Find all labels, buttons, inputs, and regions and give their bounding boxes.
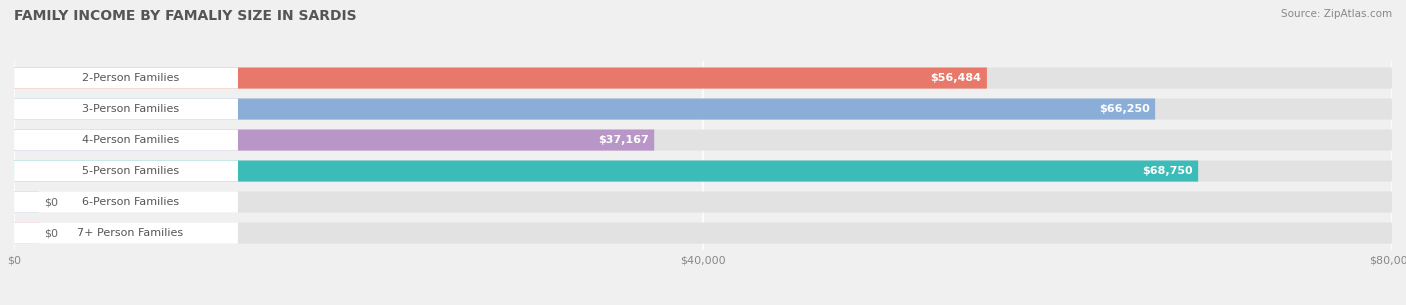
- Text: $56,484: $56,484: [931, 73, 981, 83]
- Text: $68,750: $68,750: [1142, 166, 1192, 176]
- Text: FAMILY INCOME BY FAMALIY SIZE IN SARDIS: FAMILY INCOME BY FAMALIY SIZE IN SARDIS: [14, 9, 357, 23]
- FancyBboxPatch shape: [14, 160, 1392, 181]
- Text: 4-Person Families: 4-Person Families: [82, 135, 179, 145]
- Text: $0: $0: [45, 197, 58, 207]
- Text: 3-Person Families: 3-Person Families: [82, 104, 179, 114]
- FancyBboxPatch shape: [14, 160, 238, 181]
- FancyBboxPatch shape: [14, 160, 1198, 181]
- Text: 6-Person Families: 6-Person Families: [82, 197, 179, 207]
- FancyBboxPatch shape: [14, 67, 238, 88]
- Text: 2-Person Families: 2-Person Families: [82, 73, 179, 83]
- FancyBboxPatch shape: [14, 67, 987, 88]
- FancyBboxPatch shape: [14, 223, 238, 244]
- FancyBboxPatch shape: [14, 99, 1156, 120]
- FancyBboxPatch shape: [14, 130, 1392, 151]
- FancyBboxPatch shape: [14, 130, 654, 151]
- Text: $0: $0: [45, 228, 58, 238]
- FancyBboxPatch shape: [14, 67, 1392, 88]
- Text: Source: ZipAtlas.com: Source: ZipAtlas.com: [1281, 9, 1392, 19]
- FancyBboxPatch shape: [14, 192, 238, 213]
- FancyBboxPatch shape: [14, 192, 39, 213]
- FancyBboxPatch shape: [14, 130, 238, 151]
- Text: $66,250: $66,250: [1099, 104, 1150, 114]
- Text: 7+ Person Families: 7+ Person Families: [77, 228, 184, 238]
- FancyBboxPatch shape: [14, 99, 238, 120]
- Text: 5-Person Families: 5-Person Families: [82, 166, 179, 176]
- FancyBboxPatch shape: [14, 223, 1392, 244]
- FancyBboxPatch shape: [14, 99, 1392, 120]
- Text: $37,167: $37,167: [598, 135, 648, 145]
- FancyBboxPatch shape: [14, 223, 39, 244]
- FancyBboxPatch shape: [14, 192, 1392, 213]
